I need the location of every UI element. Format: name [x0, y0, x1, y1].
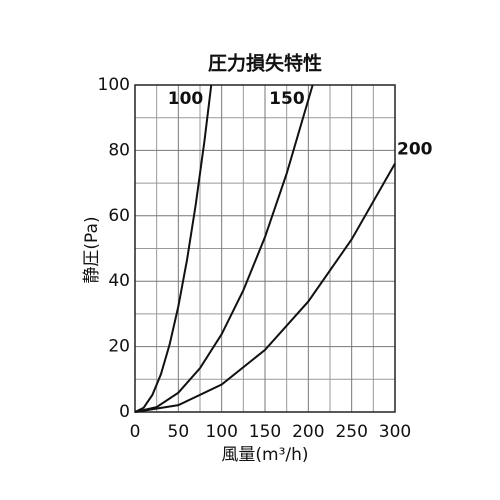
- y-tick-label: 0: [119, 402, 130, 422]
- chart-title: 圧力損失特性: [208, 52, 322, 75]
- y-tick-label: 40: [108, 271, 130, 291]
- curve: [134, 84, 213, 413]
- curve-label: 100: [168, 89, 204, 109]
- x-tick-label: 300: [379, 422, 411, 442]
- y-tick-label: 60: [108, 206, 130, 226]
- curve-label: 150: [269, 89, 305, 109]
- x-tick-label: 100: [205, 422, 237, 442]
- x-tick-label: 0: [130, 422, 141, 442]
- x-axis-label: 風量(m³/h): [221, 445, 308, 465]
- plot-frame: [134, 84, 396, 413]
- y-tick-label: 20: [108, 337, 130, 357]
- x-tick-label: 150: [249, 422, 281, 442]
- curve: [134, 162, 396, 413]
- x-tick-label: 250: [335, 422, 367, 442]
- x-tick-label: 50: [168, 422, 190, 442]
- y-tick-label: 100: [98, 75, 130, 95]
- curve-label: 200: [397, 139, 433, 159]
- y-axis-label: 静圧(Pa): [82, 216, 102, 283]
- curve: [134, 84, 314, 413]
- x-tick-label: 200: [292, 422, 324, 442]
- y-tick-label: 80: [108, 140, 130, 160]
